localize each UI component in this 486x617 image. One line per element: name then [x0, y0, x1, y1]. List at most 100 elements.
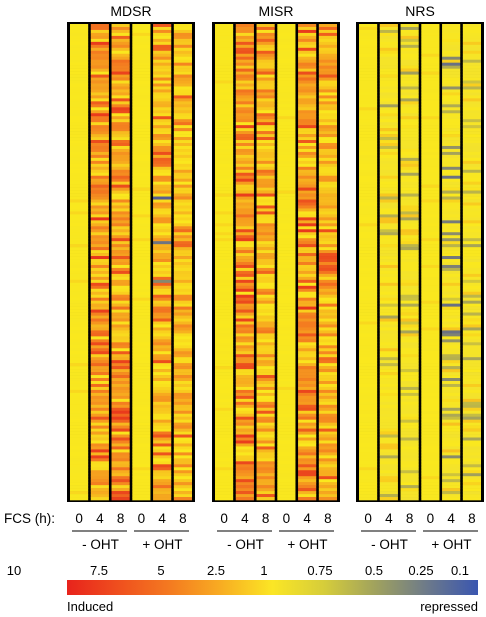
- heatmap-cell: [111, 431, 130, 435]
- heatmap-column: [400, 24, 419, 501]
- heatmap-cell: [318, 80, 337, 84]
- heatmap-cell: [132, 205, 151, 209]
- heatmap-cell: [298, 56, 317, 61]
- heatmap-cell: [379, 50, 398, 55]
- heatmap-cell: [400, 62, 419, 66]
- heatmap-cell: [298, 324, 317, 328]
- heatmap-cell: [318, 71, 337, 75]
- time-tick-label: 4: [158, 511, 166, 526]
- heatmap-cell: [442, 321, 461, 325]
- heatmap-cell: [359, 440, 378, 444]
- heatmap-cell: [153, 74, 172, 78]
- heatmap-cell: [318, 470, 337, 474]
- heatmap-cell: [153, 336, 172, 340]
- heatmap-cell: [462, 205, 481, 209]
- heatmap-cell: [90, 253, 109, 257]
- heatmap-cell: [421, 184, 440, 188]
- heatmap-cell: [277, 267, 296, 272]
- heatmap-cell: [318, 351, 337, 355]
- heatmap-cell: [173, 68, 192, 72]
- heatmap-cell: [379, 309, 398, 313]
- heatmap-cell: [215, 86, 234, 90]
- heatmap-cell: [318, 276, 337, 281]
- heatmap-cell: [359, 482, 378, 486]
- heatmap-cell: [277, 163, 296, 168]
- heatmap-cell: [111, 416, 130, 420]
- heatmap-cell: [400, 143, 419, 147]
- heatmap-cell: [277, 56, 296, 61]
- heatmap-cell: [173, 56, 192, 61]
- heatmap-cell: [421, 395, 440, 400]
- heatmap-cell: [215, 148, 234, 153]
- heatmap-cell: [153, 470, 172, 474]
- heatmap-cell: [400, 26, 419, 31]
- heatmap-cell: [421, 321, 440, 325]
- heatmap-cell: [462, 223, 481, 227]
- heatmap-cell: [421, 53, 440, 58]
- heatmap-cell: [215, 119, 234, 123]
- heatmap-column: [256, 24, 275, 501]
- heatmap-cell: [359, 291, 378, 296]
- heatmap-cell: [256, 134, 275, 138]
- heatmap-cell: [298, 113, 317, 117]
- heatmap-cell: [421, 205, 440, 209]
- heatmap-cell: [153, 348, 172, 352]
- heatmap-cell: [400, 157, 419, 162]
- heatmap-cell: [173, 276, 192, 281]
- heatmap-cell: [318, 324, 337, 328]
- heatmap-cell: [173, 59, 192, 63]
- heatmap-cell: [421, 404, 440, 409]
- heatmap-cell: [173, 416, 192, 420]
- heatmap-cell: [215, 360, 234, 364]
- heatmap-cell: [462, 32, 481, 37]
- heatmap-cell: [235, 288, 254, 293]
- heatmap-cell: [111, 244, 130, 248]
- heatmap-cell: [359, 38, 378, 43]
- heatmap-cell: [215, 98, 234, 102]
- heatmap-cell: [90, 44, 109, 49]
- heatmap-cell: [132, 395, 151, 400]
- heatmap-cell: [442, 256, 461, 260]
- heatmap-cell: [442, 116, 461, 120]
- heatmap-column: [298, 24, 317, 501]
- heatmap-cell: [256, 169, 275, 174]
- heatmap-cell: [90, 217, 109, 221]
- heatmap-cell: [111, 309, 130, 313]
- heatmap-cell: [256, 44, 275, 49]
- heatmap-cell: [90, 369, 109, 373]
- heatmap-cell: [132, 431, 151, 435]
- heatmap-cell: [235, 300, 254, 304]
- heatmap-cell: [462, 145, 481, 150]
- time-tick-label: 0: [427, 511, 435, 526]
- heatmap-cell: [153, 98, 172, 102]
- heatmap-cell: [400, 342, 419, 346]
- heatmap-cell: [379, 113, 398, 117]
- heatmap-cell: [215, 497, 234, 501]
- heatmap-cell: [235, 336, 254, 340]
- heatmap-cell: [132, 357, 151, 361]
- heatmap-cell: [111, 395, 130, 400]
- heatmap-cell: [318, 363, 337, 367]
- heatmap-cell: [421, 157, 440, 162]
- heatmap-cell: [111, 113, 130, 117]
- heatmap-cell: [462, 276, 481, 281]
- heatmap-cell: [173, 494, 192, 498]
- heatmap-cell: [400, 256, 419, 260]
- heatmap-cell: [132, 148, 151, 153]
- heatmap-cell: [442, 151, 461, 156]
- heatmap-cell: [379, 122, 398, 126]
- heatmap-cell: [318, 285, 337, 290]
- heatmap-cell: [70, 383, 89, 388]
- heatmap-cell: [359, 282, 378, 287]
- heatmap-cell: [70, 134, 89, 138]
- heatmap-cell: [298, 110, 317, 114]
- heatmap-cell: [235, 407, 254, 412]
- heatmap-cell: [379, 163, 398, 168]
- heatmap-cell: [111, 184, 130, 188]
- heatmap-cell: [359, 494, 378, 498]
- heatmap-cell: [153, 458, 172, 462]
- heatmap-cell: [421, 392, 440, 397]
- heatmap-cell: [442, 244, 461, 248]
- heatmap-cell: [235, 202, 254, 206]
- heatmap-cell: [215, 351, 234, 355]
